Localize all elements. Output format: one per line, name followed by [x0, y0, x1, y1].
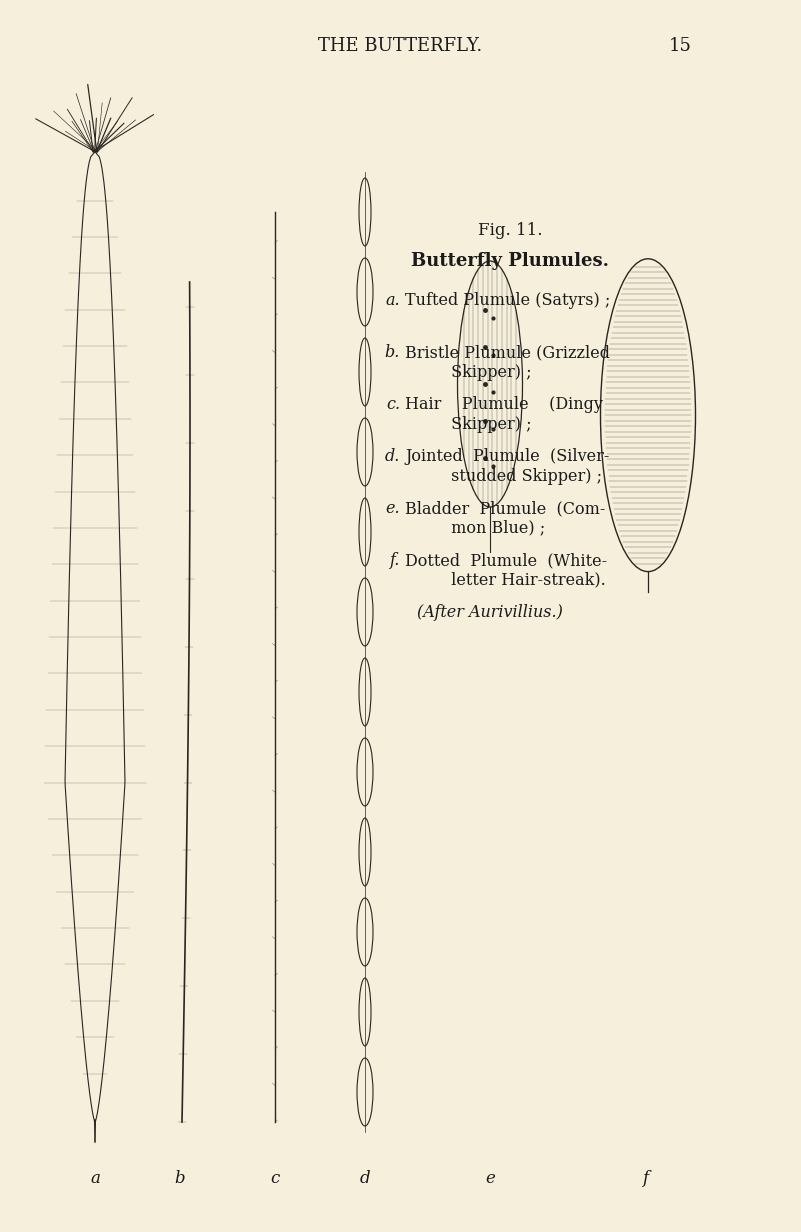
Text: d: d: [360, 1170, 370, 1186]
Text: a.: a.: [385, 292, 400, 309]
Text: c: c: [271, 1170, 280, 1186]
Text: f.: f.: [389, 552, 400, 569]
Text: Jointed  Plumule  (Silver-
         studded Skipper) ;: Jointed Plumule (Silver- studded Skipper…: [405, 448, 610, 484]
Text: Bladder  Plumule  (Com-
         mon Blue) ;: Bladder Plumule (Com- mon Blue) ;: [405, 500, 606, 537]
Text: c.: c.: [386, 395, 400, 413]
Text: e.: e.: [385, 500, 400, 517]
Text: Bristle Plumule (Grizzled
         Skipper) ;: Bristle Plumule (Grizzled Skipper) ;: [405, 344, 610, 381]
Text: Tufted Plumule (Satyrs) ;: Tufted Plumule (Satyrs) ;: [405, 292, 610, 309]
Text: Dotted  Plumule  (White-
         letter Hair-streak).: Dotted Plumule (White- letter Hair-strea…: [405, 552, 607, 589]
Text: Hair    Plumule    (Dingy
         Skipper) ;: Hair Plumule (Dingy Skipper) ;: [405, 395, 603, 432]
Text: Fig. 11.: Fig. 11.: [477, 222, 542, 239]
Text: e: e: [485, 1170, 495, 1186]
Text: d.: d.: [384, 448, 400, 464]
Text: f: f: [642, 1170, 648, 1186]
Text: 15: 15: [669, 37, 691, 55]
Text: a: a: [90, 1170, 100, 1186]
Text: (After Aurivillius.): (After Aurivillius.): [417, 604, 563, 621]
Text: THE BUTTERFLY.: THE BUTTERFLY.: [318, 37, 482, 55]
Text: Butterfly Plumules.: Butterfly Plumules.: [411, 253, 609, 270]
Text: b.: b.: [384, 344, 400, 361]
Text: b: b: [175, 1170, 185, 1186]
